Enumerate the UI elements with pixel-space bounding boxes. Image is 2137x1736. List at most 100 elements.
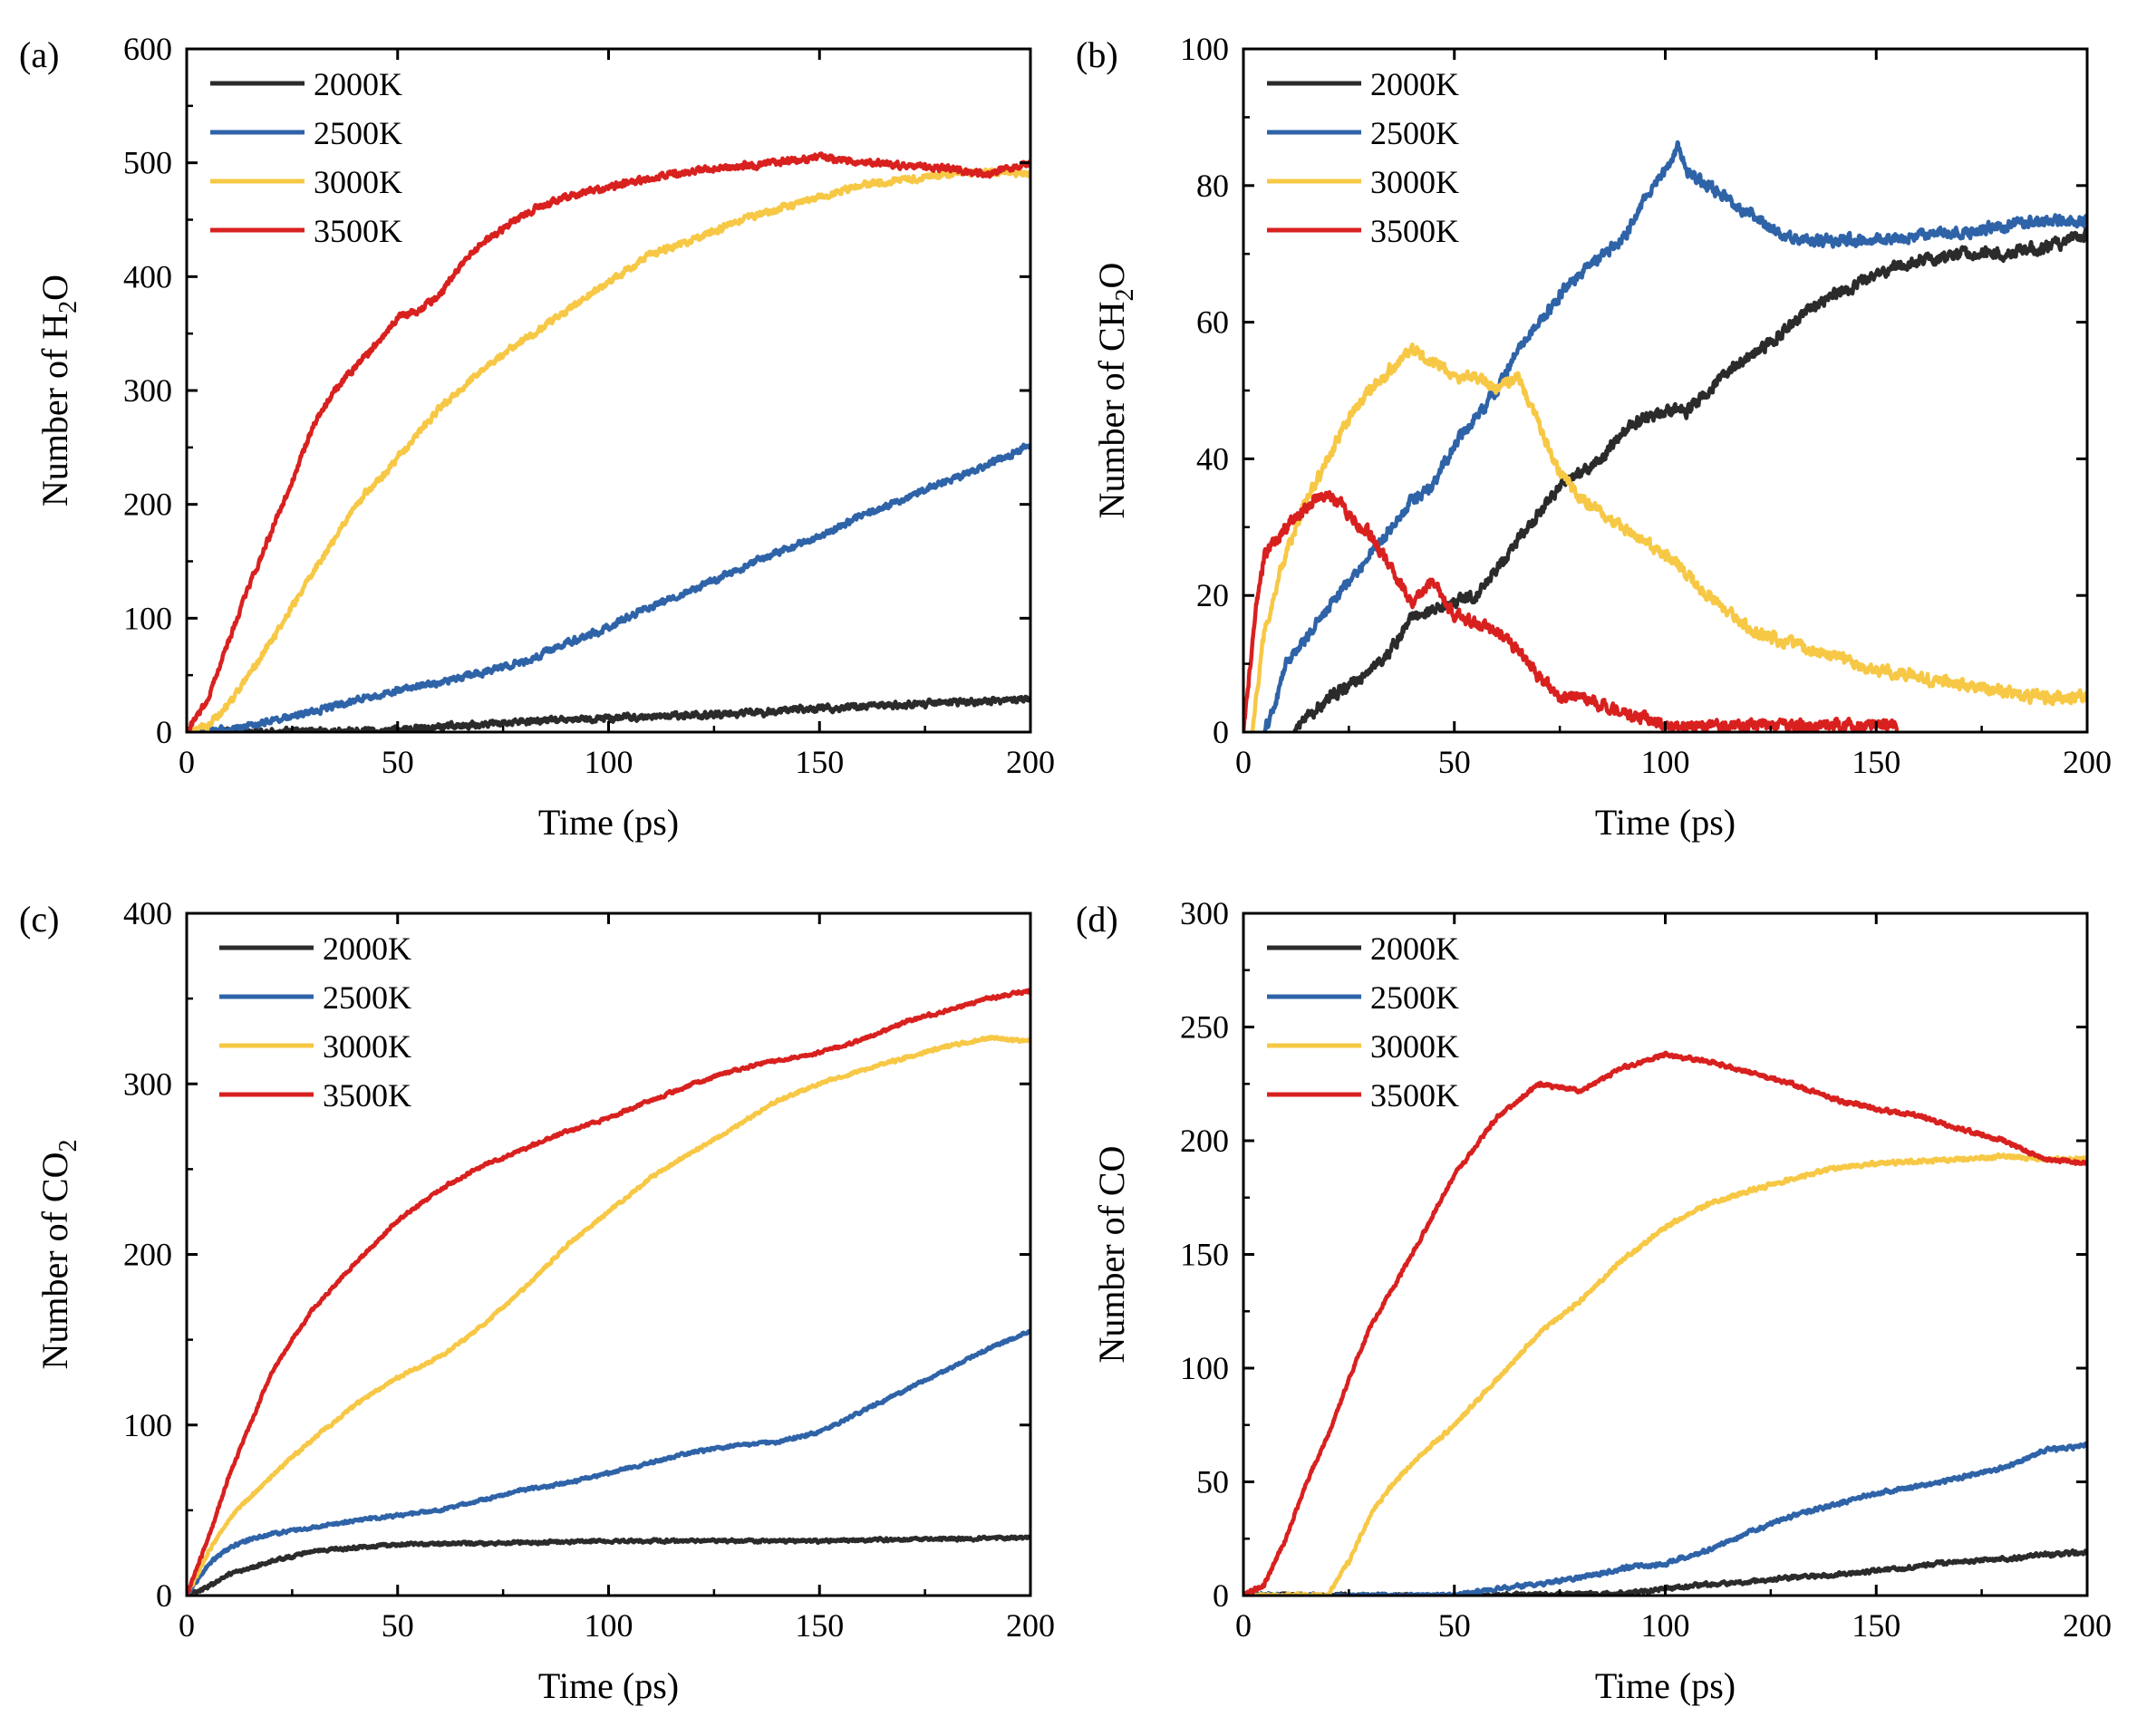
y-tick-label: 60 — [1196, 304, 1229, 341]
y-tick-label: 150 — [1180, 1237, 1229, 1273]
legend-label-3500K: 3500K — [323, 1077, 411, 1114]
y-tick-label: 80 — [1196, 168, 1229, 204]
chart-panel-3: 0 50 100 150 200 0 100 200 300 400 Time (ps) Number… — [19, 895, 1055, 1706]
y-tick-label: 50 — [1196, 1464, 1229, 1500]
series-line-2000K — [187, 694, 1030, 732]
series-line-2500K — [187, 442, 1030, 732]
y-tick-label: 0 — [156, 1577, 172, 1614]
x-tick-label: 0 — [1235, 744, 1252, 780]
y-tick-label: 400 — [123, 258, 172, 294]
x-axis-label: Time (ps) — [538, 1665, 679, 1706]
y-tick-label: 100 — [123, 600, 172, 636]
panel-label: (d) — [1076, 899, 1118, 940]
series-line-3000K — [1243, 1152, 2087, 1596]
y-tick-label: 200 — [123, 487, 172, 523]
y-tick-label: 100 — [123, 1407, 172, 1443]
series-line-3500K — [187, 151, 1030, 732]
legend: 2000K 2500K 3000K 3500K — [1267, 931, 1459, 1114]
legend-label-2500K: 2500K — [314, 115, 402, 151]
plot-frame — [185, 911, 1032, 1597]
legend: 2000K 2500K 3000K 3500K — [1267, 66, 1459, 249]
y-tick-label: 0 — [156, 714, 172, 750]
series-line-2500K — [1243, 1441, 2087, 1596]
y-tick-label: 40 — [1196, 440, 1229, 477]
series-line-3000K — [187, 167, 1030, 732]
x-tick-label: 200 — [2063, 1607, 2112, 1644]
series-line-3500K — [1243, 489, 1900, 732]
x-tick-label: 200 — [1006, 744, 1055, 780]
x-tick-label: 200 — [1006, 1607, 1055, 1644]
legend-label-2500K: 2500K — [1370, 115, 1459, 151]
x-tick-label: 0 — [179, 744, 195, 780]
y-tick-label: 250 — [1180, 1009, 1229, 1046]
x-tick-label: 150 — [795, 1607, 844, 1644]
series-line-2000K — [187, 1534, 1030, 1596]
legend-label-3500K: 3500K — [1370, 213, 1459, 249]
y-tick-label: 200 — [1180, 1123, 1229, 1159]
legend-label-2500K: 2500K — [323, 979, 411, 1016]
y-tick-label: 400 — [123, 895, 172, 931]
series-line-2500K — [1262, 140, 2087, 732]
panel-label: (a) — [19, 34, 59, 75]
y-tick-label: 500 — [123, 145, 172, 181]
chart-panel-2: 0 50 100 150 200 0 20 40 60 80 100 Time (ps) Number … — [1076, 31, 2112, 843]
y-axis-label: Number of H2O — [34, 275, 82, 506]
x-tick-label: 100 — [585, 1607, 633, 1644]
y-tick-label: 300 — [1180, 895, 1229, 931]
x-tick-label: 50 — [1438, 744, 1471, 780]
y-tick-label: 0 — [1213, 714, 1229, 750]
y-tick-label: 0 — [1213, 1577, 1229, 1614]
legend-label-3500K: 3500K — [1370, 1077, 1459, 1114]
y-axis-label-sub: 2 — [54, 1140, 82, 1153]
y-axis-label: Number of CO2 — [34, 1140, 82, 1370]
series-group — [1243, 140, 2087, 732]
x-tick-label: 50 — [382, 744, 414, 780]
x-tick-label: 0 — [1235, 1607, 1252, 1644]
legend: 2000K 2500K 3000K 3500K — [210, 66, 402, 249]
panel-label: (c) — [19, 899, 59, 940]
x-tick-label: 100 — [585, 744, 633, 780]
x-tick-label: 150 — [1852, 1607, 1900, 1644]
legend-label-2000K: 2000K — [1370, 66, 1459, 102]
y-axis-label-sub: 2 — [54, 301, 82, 313]
chart-panel-4: 0 50 100 150 200 0 50 100 150 200 250 300 Time (ps) N… — [1076, 895, 2112, 1706]
y-axis-label-main: Number of CO — [1091, 1146, 1132, 1364]
legend: 2000K 2500K 3000K 3500K — [219, 931, 411, 1114]
legend-label-3000K: 3000K — [1370, 1028, 1459, 1065]
x-tick-label: 50 — [1438, 1607, 1471, 1644]
series-line-3000K — [1250, 342, 2087, 732]
y-axis-label: Number of CH2O — [1091, 263, 1139, 519]
x-tick-label: 50 — [382, 1607, 414, 1644]
x-tick-label: 150 — [795, 744, 844, 780]
y-tick-label: 300 — [123, 1066, 172, 1102]
x-tick-label: 100 — [1641, 1607, 1690, 1644]
legend-label-2000K: 2000K — [314, 66, 402, 102]
series-line-3500K — [1243, 1050, 2087, 1596]
panel-label: (b) — [1076, 34, 1118, 75]
series-line-2000K — [1292, 226, 2087, 732]
y-axis-label-main: Number of H — [34, 313, 75, 506]
y-tick-label: 200 — [123, 1237, 172, 1273]
legend-label-2000K: 2000K — [1370, 931, 1459, 967]
series-line-2500K — [187, 1328, 1030, 1596]
series-group — [1243, 1050, 2087, 1596]
x-tick-label: 100 — [1641, 744, 1690, 780]
legend-label-2000K: 2000K — [323, 931, 411, 967]
legend-label-3000K: 3000K — [1370, 164, 1459, 200]
x-axis-label: Time (ps) — [1595, 802, 1736, 843]
y-tick-label: 100 — [1180, 1350, 1229, 1386]
y-tick-label: 100 — [1180, 31, 1229, 67]
y-axis-label-main: Number of CH — [1091, 301, 1132, 518]
legend-label-3000K: 3000K — [314, 164, 402, 200]
legend-label-3500K: 3500K — [314, 213, 402, 249]
x-tick-label: 0 — [179, 1607, 195, 1644]
series-line-3000K — [187, 1034, 1030, 1596]
legend-label-2500K: 2500K — [1370, 979, 1459, 1016]
y-tick-label: 300 — [123, 372, 172, 409]
x-axis-label: Time (ps) — [1595, 1665, 1736, 1706]
x-axis-label: Time (ps) — [538, 802, 679, 843]
x-tick-label: 200 — [2063, 744, 2112, 780]
y-axis-label-main: Number of CO — [34, 1153, 75, 1370]
y-tick-label: 600 — [123, 31, 172, 67]
